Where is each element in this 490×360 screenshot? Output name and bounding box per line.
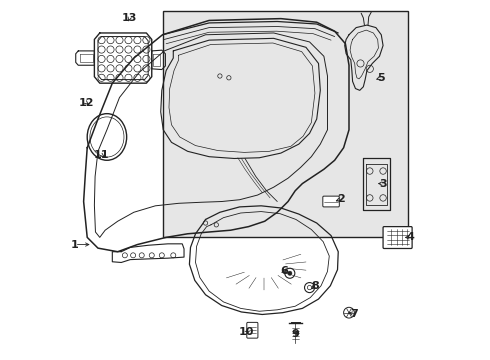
FancyBboxPatch shape [383, 226, 412, 248]
FancyBboxPatch shape [323, 196, 339, 207]
Text: 12: 12 [79, 98, 94, 108]
Text: 6: 6 [280, 266, 288, 276]
Text: 4: 4 [406, 232, 414, 242]
Text: 10: 10 [239, 327, 254, 337]
Text: 5: 5 [377, 73, 384, 83]
Text: 3: 3 [379, 179, 387, 189]
Text: 7: 7 [350, 309, 358, 319]
FancyBboxPatch shape [163, 12, 408, 237]
Text: 9: 9 [291, 329, 299, 339]
Text: 13: 13 [122, 13, 137, 23]
FancyBboxPatch shape [247, 322, 258, 338]
Circle shape [288, 271, 292, 275]
Text: 8: 8 [311, 281, 319, 291]
Text: 2: 2 [337, 194, 345, 204]
Text: 11: 11 [94, 150, 109, 160]
Text: 1: 1 [71, 239, 78, 249]
